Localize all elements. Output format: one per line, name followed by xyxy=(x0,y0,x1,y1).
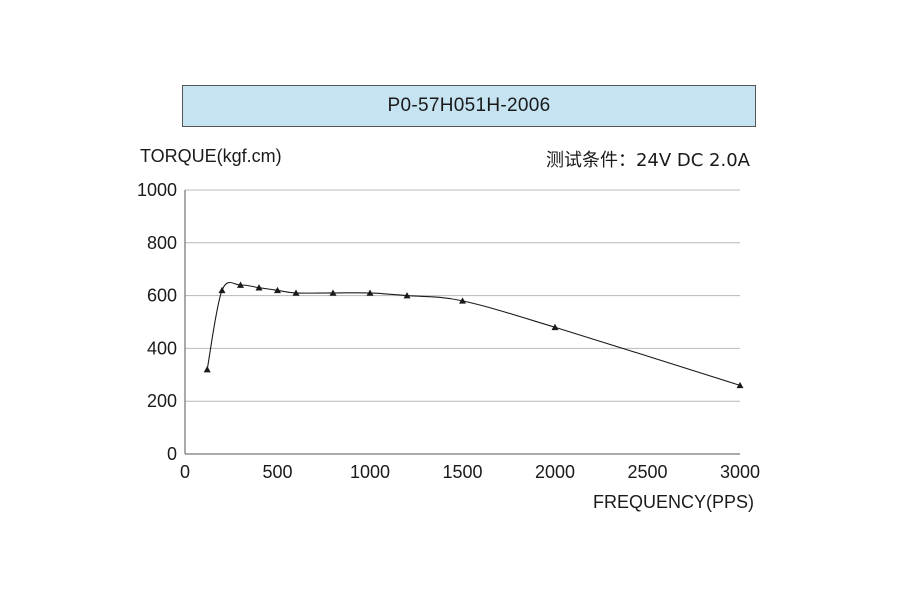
axes xyxy=(184,190,740,455)
data-point-500 xyxy=(274,286,281,294)
series-line-0 xyxy=(206,282,741,386)
data-point-1200 xyxy=(403,292,411,299)
x-tick-label-0: 0 xyxy=(180,462,190,482)
x-tick-label-500: 500 xyxy=(262,462,292,482)
y-tick-label-0: 0 xyxy=(167,444,177,464)
y-tick-label-1000: 1000 xyxy=(137,180,177,200)
chart-title-box: P0-57H051H-2006 xyxy=(182,85,756,127)
tick-labels: 0 200 400 600 800 1000 0 500 1000 1500 2000 2500 300… xyxy=(137,180,760,482)
series xyxy=(203,281,744,389)
data-point-200 xyxy=(218,286,226,294)
x-tick-label-3000: 3000 xyxy=(720,462,760,482)
y-tick-label-600: 600 xyxy=(147,286,177,306)
x-tick-label-1000: 1000 xyxy=(350,462,390,482)
x-tick-label-2500: 2500 xyxy=(627,462,667,482)
x-tick-label-2000: 2000 xyxy=(535,462,575,482)
data-point-400 xyxy=(255,284,263,291)
grid-lines xyxy=(185,189,740,402)
data-point-3000 xyxy=(736,381,744,389)
data-point-120 xyxy=(203,366,211,373)
x-axis-label: FREQUENCY(PPS) xyxy=(592,492,754,512)
x-tick-label-1500: 1500 xyxy=(442,462,482,482)
y-axis-label: TORQUE(kgf.cm) xyxy=(140,146,282,166)
y-tick-label-400: 400 xyxy=(147,338,177,358)
y-tick-label-800: 800 xyxy=(147,233,177,253)
data-point-2000 xyxy=(551,323,559,331)
y-tick-label-200: 200 xyxy=(147,391,177,411)
chart-title: P0-57H051H-2006 xyxy=(387,95,551,116)
test-conditions: 测试条件：24V DC 2.0A xyxy=(545,150,750,171)
data-point-1000 xyxy=(366,289,374,296)
data-point-1500 xyxy=(459,297,466,304)
data-point-800 xyxy=(329,289,337,296)
data-point-600 xyxy=(292,289,300,296)
data-point-300 xyxy=(237,281,244,288)
